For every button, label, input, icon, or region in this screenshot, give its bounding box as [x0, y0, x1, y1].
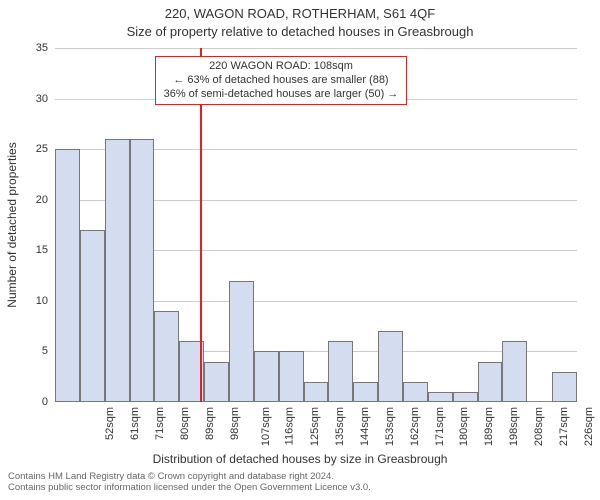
histogram-bar: [453, 392, 478, 402]
histogram-bar: [502, 341, 527, 402]
histogram-bar: [130, 139, 155, 402]
x-tick-label: 116sqm: [284, 407, 296, 445]
x-tick-label: 98sqm: [229, 407, 241, 440]
histogram-bar: [105, 139, 130, 402]
annotation-line: ← 63% of detached houses are smaller (88…: [162, 74, 400, 88]
x-tick-label: 171sqm: [434, 407, 446, 446]
footer-attribution: Contains HM Land Registry data © Crown c…: [8, 471, 592, 494]
annotation-line: 36% of semi-detached houses are larger (…: [162, 88, 400, 102]
footer-line-2: Contains public sector information licen…: [8, 482, 592, 493]
x-tick-label: 162sqm: [409, 407, 421, 446]
x-tick-label: 61sqm: [129, 407, 141, 440]
x-tick-label: 198sqm: [508, 407, 520, 446]
x-tick-label: 217sqm: [558, 407, 570, 446]
x-tick-label: 125sqm: [309, 407, 321, 446]
histogram-bar: [328, 341, 353, 402]
y-tick-label: 15: [8, 244, 48, 256]
y-tick-label: 20: [8, 194, 48, 206]
x-axis-label: Distribution of detached houses by size …: [0, 452, 600, 466]
histogram-bar: [403, 382, 428, 402]
annotation-line: 220 WAGON ROAD: 108sqm: [162, 60, 400, 74]
y-tick-label: 25: [8, 143, 48, 155]
annotation-box: 220 WAGON ROAD: 108sqm← 63% of detached …: [155, 56, 407, 105]
histogram-bar: [204, 362, 229, 402]
y-tick-label: 5: [8, 345, 48, 357]
y-tick-label: 0: [8, 396, 48, 408]
histogram-bar: [304, 382, 329, 402]
histogram-bar: [478, 362, 503, 402]
histogram-bar: [229, 281, 254, 402]
x-tick-label: 107sqm: [260, 407, 272, 446]
gridline: [55, 48, 577, 49]
x-tick-label: 71sqm: [154, 407, 166, 440]
histogram-bar: [55, 149, 80, 402]
x-tick-label: 135sqm: [334, 407, 346, 446]
chart-title: 220, WAGON ROAD, ROTHERHAM, S61 4QF: [0, 6, 600, 21]
x-tick-label: 153sqm: [384, 407, 396, 446]
footer-line-1: Contains HM Land Registry data © Crown c…: [8, 471, 592, 482]
chart-subtitle: Size of property relative to detached ho…: [0, 24, 600, 39]
y-axis-label: Number of detached properties: [5, 142, 19, 307]
x-tick-label: 52sqm: [104, 407, 116, 440]
x-tick-label: 226sqm: [583, 407, 595, 446]
y-tick-label: 35: [8, 42, 48, 54]
x-tick-label: 144sqm: [359, 407, 371, 446]
histogram-bar: [552, 372, 577, 402]
x-tick-label: 80sqm: [179, 407, 191, 440]
histogram-bar: [80, 230, 105, 402]
histogram-bar: [428, 392, 453, 402]
y-tick-label: 30: [8, 93, 48, 105]
plot-area: 220 WAGON ROAD: 108sqm← 63% of detached …: [55, 48, 577, 402]
histogram-bar: [378, 331, 403, 402]
x-tick-label: 189sqm: [483, 407, 495, 446]
histogram-bar: [154, 311, 179, 402]
y-tick-label: 10: [8, 295, 48, 307]
histogram-bar: [254, 351, 279, 402]
x-tick-label: 180sqm: [459, 407, 471, 446]
x-tick-label: 89sqm: [204, 407, 216, 440]
x-tick-label: 208sqm: [533, 407, 545, 446]
chart-container: { "title": "220, WAGON ROAD, ROTHERHAM, …: [0, 0, 600, 500]
histogram-bar: [279, 351, 304, 402]
histogram-bar: [353, 382, 378, 402]
